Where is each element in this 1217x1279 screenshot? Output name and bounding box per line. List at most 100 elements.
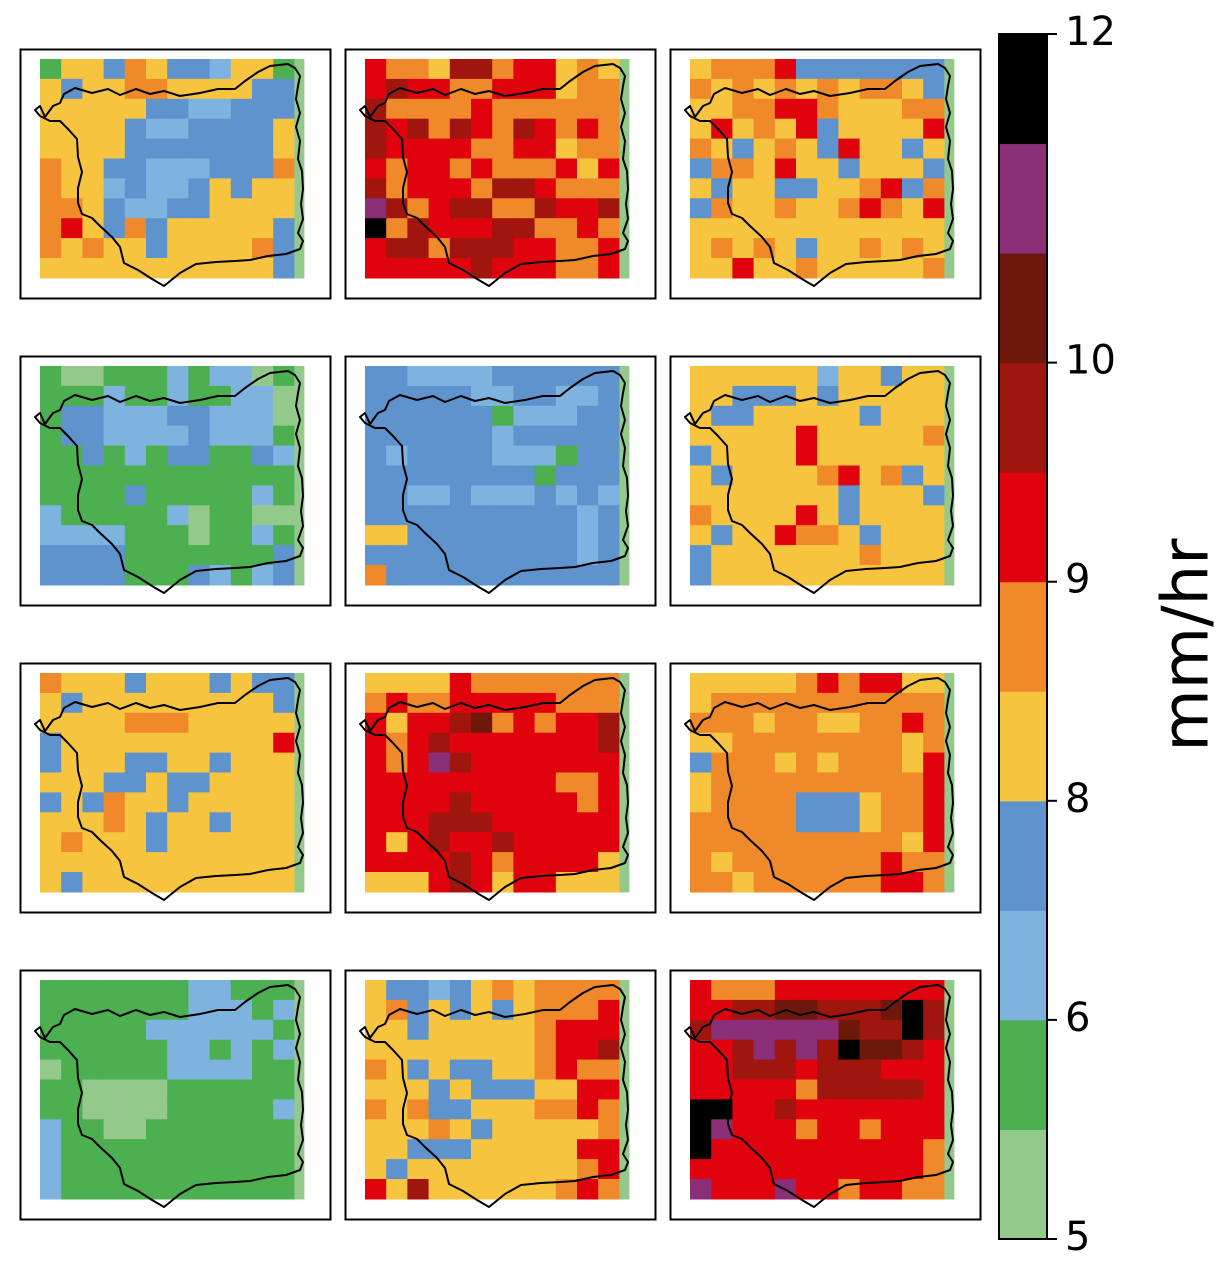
heatmap-cell	[167, 732, 189, 754]
heatmap-cell	[61, 405, 83, 427]
heatmap-cell	[619, 425, 630, 447]
heatmap-cell	[188, 525, 211, 546]
heatmap-cell	[188, 1059, 211, 1081]
heatmap-cell	[619, 673, 630, 694]
heatmap-cell	[124, 812, 147, 833]
heatmap-cell	[534, 366, 557, 387]
heatmap-cell	[386, 98, 408, 120]
heatmap-cell	[365, 545, 387, 566]
heatmap-cell	[188, 692, 211, 714]
heatmap-cell	[944, 1079, 955, 1100]
heatmap-cell	[273, 1179, 295, 1200]
heatmap-cell	[40, 1039, 62, 1061]
heatmap-cell	[555, 752, 578, 774]
heatmap-cell	[492, 565, 514, 586]
heatmap-cell	[711, 565, 733, 586]
heatmap-cell	[230, 732, 253, 754]
heatmap-cell	[838, 1039, 861, 1061]
heatmap-cell	[859, 198, 882, 219]
heatmap-cell	[428, 158, 451, 179]
heatmap-cell	[817, 1099, 839, 1120]
heatmap-cell	[449, 525, 472, 546]
heatmap-cell	[40, 258, 62, 279]
heatmap-cell	[365, 1159, 387, 1180]
heatmap-cell	[167, 712, 189, 734]
heatmap-cell	[817, 366, 839, 387]
heatmap-cell	[61, 98, 83, 120]
heatmap-cell	[428, 1179, 451, 1200]
heatmap-cell	[103, 178, 126, 199]
heatmap-cell	[294, 385, 305, 407]
heatmap-cell	[40, 465, 62, 486]
heatmap-cell	[230, 485, 253, 506]
heatmap-cell	[513, 792, 536, 813]
heatmap-cell	[711, 405, 733, 427]
heatmap-cell	[774, 198, 797, 219]
heatmap-cell	[923, 792, 945, 813]
heatmap-cell	[690, 565, 712, 586]
heatmap-cell	[471, 692, 493, 714]
heatmap-cell	[230, 366, 253, 387]
heatmap-cell	[103, 525, 126, 546]
heatmap-cell	[407, 178, 430, 199]
heatmap-cell	[880, 118, 903, 140]
heatmap-cell	[449, 712, 472, 734]
heatmap-cell	[598, 98, 620, 120]
heatmap-cell	[817, 505, 839, 526]
heatmap-cell	[124, 1059, 147, 1081]
heatmap-cell	[273, 692, 295, 714]
heatmap-cell	[294, 1099, 305, 1120]
heatmap-cell	[124, 525, 147, 546]
heatmap-cell	[386, 405, 408, 427]
heatmap-cell	[619, 78, 630, 100]
heatmap-cell	[902, 999, 924, 1021]
heatmap-cell	[428, 872, 451, 893]
heatmap-cell	[40, 59, 62, 80]
heatmap-cell	[252, 812, 274, 833]
heatmap-cell	[534, 485, 557, 506]
heatmap-cell	[471, 1119, 493, 1140]
heatmap-cell	[61, 465, 83, 486]
heatmap-cell	[40, 1059, 62, 1081]
heatmap-cell	[230, 178, 253, 199]
heatmap-cell	[294, 999, 305, 1021]
heatmap-cell	[146, 692, 168, 714]
heatmap-cell	[471, 1139, 493, 1160]
heatmap-cell	[61, 980, 83, 1001]
heatmap-cell	[103, 425, 126, 447]
heatmap-cell	[209, 712, 232, 734]
heatmap-cell	[124, 178, 147, 199]
heatmap-cell	[167, 1119, 189, 1140]
heatmap-cell	[859, 366, 882, 387]
heatmap-cell	[732, 485, 755, 506]
heatmap-cell	[690, 505, 712, 526]
heatmap-cell	[365, 198, 387, 219]
heatmap-cell	[40, 238, 62, 259]
heatmap-cell	[167, 1179, 189, 1200]
heatmap-cell	[492, 752, 514, 774]
heatmap-cell	[859, 673, 882, 694]
heatmap-cell	[859, 1019, 882, 1041]
heatmap-cell	[902, 198, 924, 219]
heatmap-cell	[103, 1099, 126, 1120]
heatmap-cell	[577, 198, 599, 219]
heatmap-cell	[732, 405, 755, 427]
heatmap-cell	[386, 218, 408, 239]
heatmap-cell	[880, 832, 903, 853]
heatmap-cell	[209, 1099, 232, 1120]
heatmap-cell	[273, 218, 295, 239]
heatmap-cell	[711, 852, 733, 873]
heatmap-cell	[838, 832, 861, 853]
heatmap-cell	[492, 852, 514, 873]
heatmap-cell	[428, 118, 451, 140]
heatmap-cell	[577, 1179, 599, 1200]
heatmap-cell	[732, 1119, 755, 1140]
heatmap-cell	[188, 772, 211, 793]
heatmap-cell	[103, 258, 126, 279]
heatmap-cell	[902, 812, 924, 833]
heatmap-cell	[534, 792, 557, 813]
heatmap-cell	[386, 525, 408, 546]
heatmap-cell	[188, 1039, 211, 1061]
heatmap-cell	[167, 1059, 189, 1081]
heatmap-cell	[365, 445, 387, 467]
